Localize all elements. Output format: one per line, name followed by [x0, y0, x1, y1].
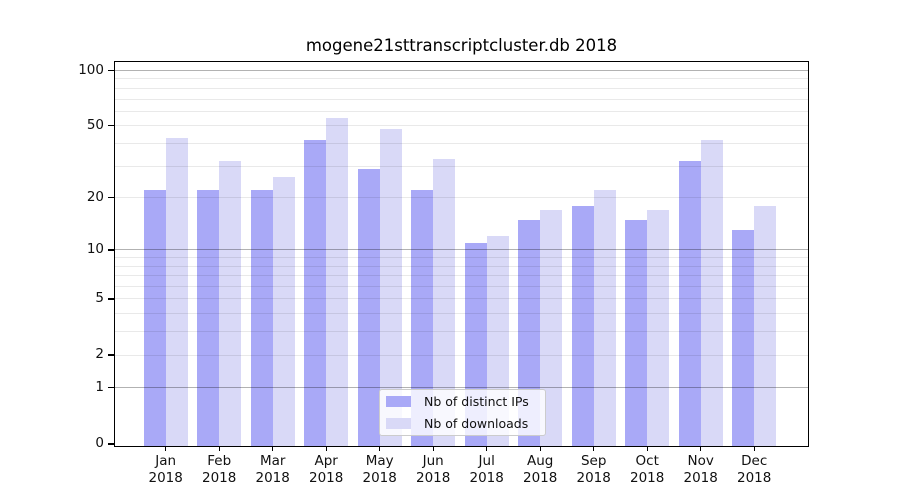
bar-downloads [379, 129, 402, 447]
x-tick-label: Apr 2018 [309, 453, 344, 486]
x-tick [486, 447, 488, 451]
y-tick [108, 125, 114, 127]
x-tick [272, 447, 274, 451]
x-tick [539, 447, 541, 451]
y-tick-label: 5 [95, 289, 104, 306]
x-tick-label: Jul 2018 [469, 453, 504, 486]
gridline-40 [114, 142, 809, 144]
x-tick-label: Jan 2018 [148, 453, 183, 486]
bar-downloads [326, 118, 349, 447]
bar-distinct-ips [732, 230, 755, 447]
gridline-1 [114, 387, 809, 389]
gridline-8 [114, 265, 809, 267]
y-tick-label: 50 [86, 116, 104, 133]
gridline-10 [114, 249, 809, 251]
gridline-7 [114, 275, 809, 277]
gridline-9 [114, 257, 809, 259]
x-tick-label: Mar 2018 [255, 453, 290, 486]
gridline-3 [114, 331, 809, 333]
x-tick [753, 447, 755, 451]
y-tick-label: 20 [86, 188, 104, 205]
x-tick [646, 447, 648, 451]
bar-distinct-ips [678, 161, 701, 447]
x-tick-label: Nov 2018 [683, 453, 718, 486]
x-tick-label: Jun 2018 [416, 453, 451, 486]
x-tick-label: Dec 2018 [737, 453, 772, 486]
y-tick-label: 0 [95, 435, 104, 451]
x-tick-label: May 2018 [362, 453, 397, 486]
bar-distinct-ips [571, 205, 594, 447]
legend-item-distinct-ips: Nb of distinct IPs [386, 394, 545, 409]
y-tick [108, 197, 114, 199]
bar-distinct-ips [304, 139, 327, 447]
bar-downloads [593, 190, 616, 447]
bar-downloads [647, 210, 670, 447]
bar-distinct-ips [411, 190, 434, 447]
y-tick-label: 2 [95, 346, 104, 363]
x-tick [325, 447, 327, 451]
legend-label-downloads: Nb of downloads [424, 416, 529, 431]
y-tick [108, 387, 114, 389]
x-tick [593, 447, 595, 451]
bar-distinct-ips [357, 168, 380, 447]
bar-downloads [272, 177, 295, 447]
x-tick-label: Feb 2018 [202, 453, 237, 486]
bar-distinct-ips [250, 190, 273, 447]
y-tick [108, 249, 114, 251]
gridline-100 [114, 70, 809, 71]
gridline-30 [114, 165, 809, 167]
legend-swatch-distinct-ips [386, 396, 411, 407]
y-tick-label: 100 [78, 61, 104, 78]
gridline-50 [114, 125, 809, 127]
x-tick [432, 447, 434, 451]
x-tick-label: Aug 2018 [523, 453, 558, 486]
y-tick [108, 298, 114, 300]
x-tick-label: Oct 2018 [630, 453, 665, 486]
gridline-4 [114, 313, 809, 315]
bar-distinct-ips [197, 190, 220, 447]
gridline-80 [114, 87, 809, 89]
bar-downloads [165, 137, 188, 447]
bar-downloads [700, 139, 723, 447]
bar-distinct-ips [143, 190, 166, 447]
y-tick [108, 443, 114, 445]
x-tick [700, 447, 702, 451]
gridline-70 [114, 98, 809, 100]
chart-title: mogene21sttranscriptcluster.db 2018 [305, 36, 618, 55]
bar-downloads [540, 210, 563, 447]
legend-item-downloads: Nb of downloads [386, 416, 545, 431]
gridline-2 [114, 354, 809, 356]
bar-downloads [219, 161, 242, 447]
y-tick-label: 10 [86, 240, 104, 257]
x-tick [165, 447, 167, 451]
legend-label-distinct-ips: Nb of distinct IPs [424, 394, 529, 409]
legend: Nb of distinct IPs Nb of downloads [379, 389, 546, 436]
gridline-5 [114, 298, 809, 300]
x-tick [379, 447, 381, 451]
y-tick [108, 354, 114, 356]
bar-downloads [433, 158, 456, 447]
y-tick-label: 1 [95, 378, 104, 395]
gridline-60 [114, 110, 809, 112]
y-tick [108, 69, 114, 72]
x-tick-label: Sep 2018 [576, 453, 611, 486]
gridline-90 [114, 78, 809, 80]
bar-downloads [754, 205, 777, 447]
gridline-20 [114, 197, 809, 199]
bar-distinct-ips [625, 219, 648, 447]
x-tick [218, 447, 220, 451]
legend-swatch-downloads [386, 418, 411, 429]
gridline-6 [114, 286, 809, 288]
